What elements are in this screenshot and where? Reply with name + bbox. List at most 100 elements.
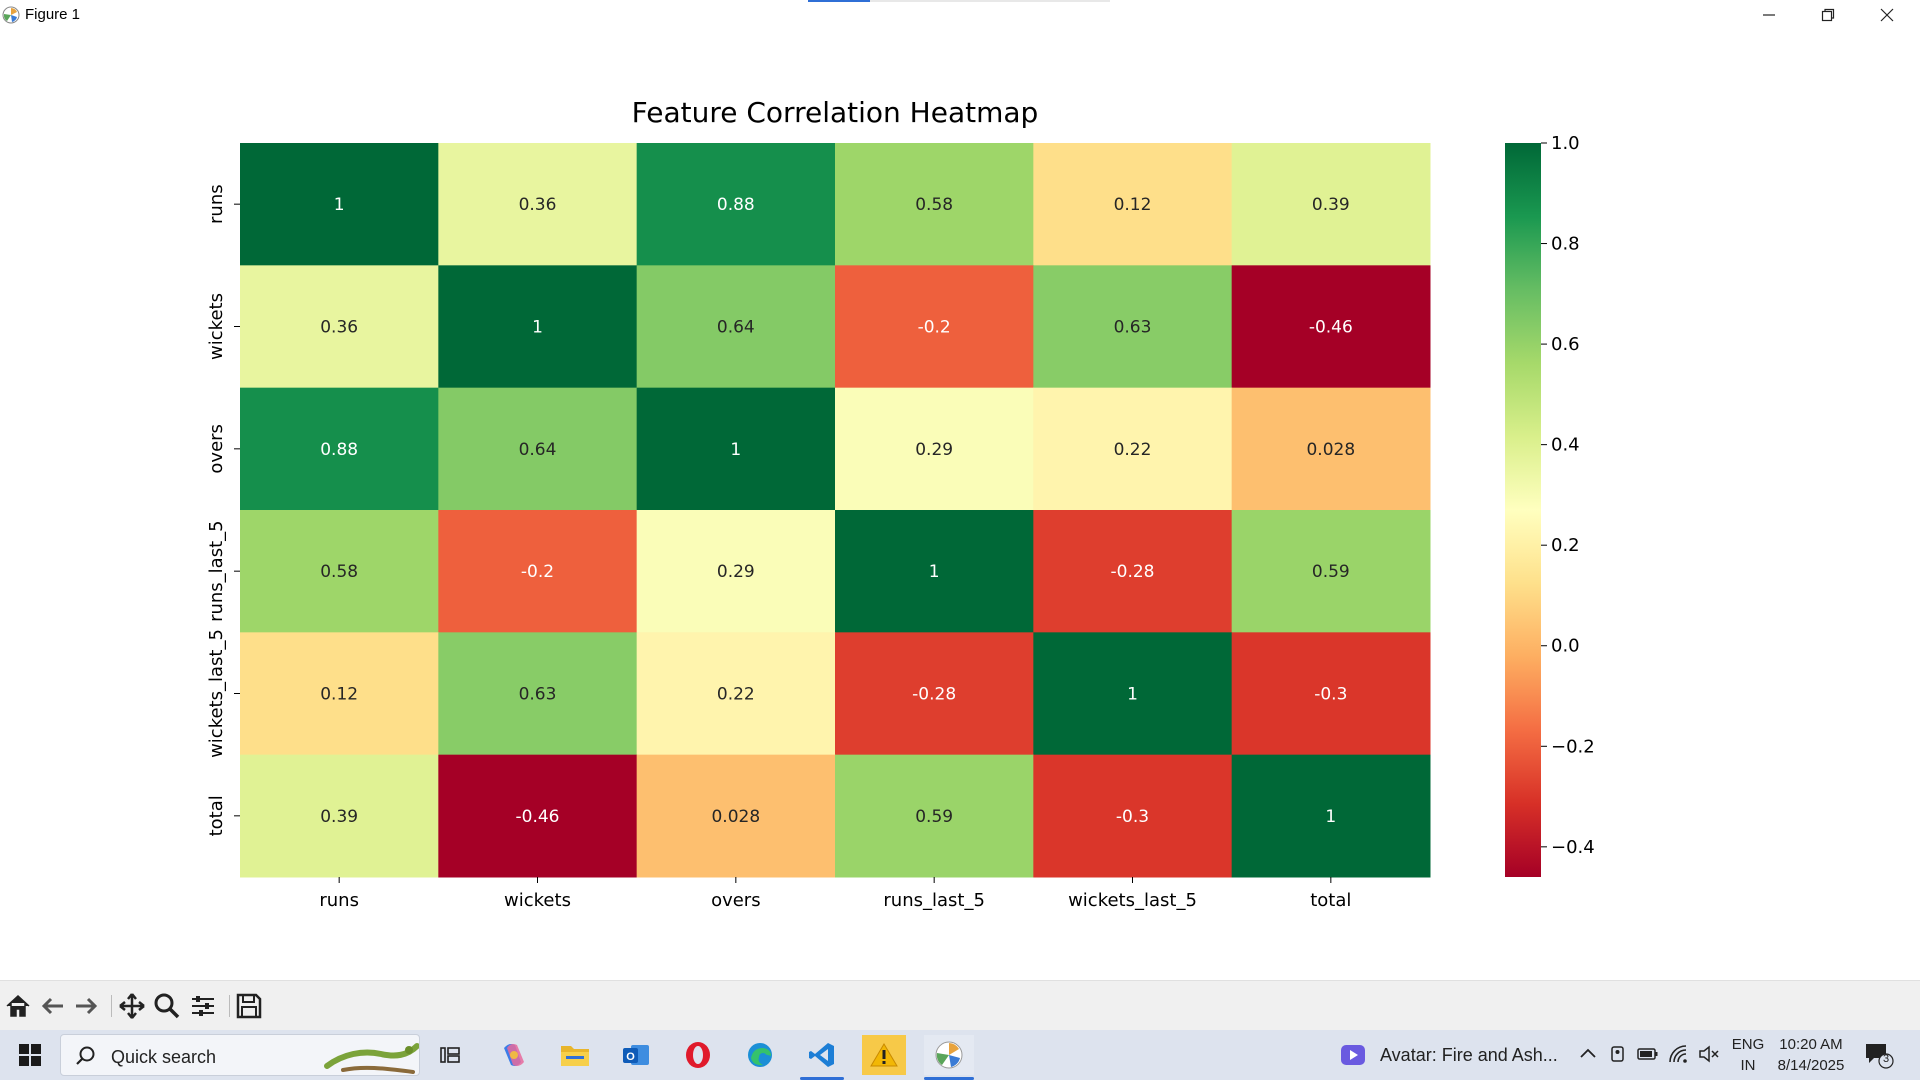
language-region[interactable]: IN — [1740, 1057, 1756, 1074]
search-placeholder: Quick search — [111, 1047, 217, 1067]
cell-value-label: 0.29 — [915, 440, 953, 460]
cell-value-label: 0.58 — [915, 195, 953, 215]
row-tick-label: wickets — [206, 293, 227, 360]
cell-value-label: 1 — [929, 562, 940, 582]
heatmap-cell — [1033, 387, 1233, 511]
heatmap-cell — [438, 632, 638, 756]
start-button[interactable] — [8, 1035, 52, 1075]
notifications-button[interactable]: 3 — [1864, 1042, 1894, 1074]
save-button[interactable] — [234, 991, 264, 1021]
column-tick-label: wickets — [504, 890, 571, 911]
heatmap-cell — [636, 387, 836, 511]
heatmap-cell — [1231, 143, 1431, 266]
heatmap-cell — [240, 265, 439, 389]
cell-value-label: 0.59 — [1312, 562, 1350, 582]
opera-icon — [686, 1042, 710, 1068]
close-button[interactable] — [1858, 0, 1916, 30]
search-icon — [76, 1046, 95, 1065]
row-tick-labels: runs wickets overs runs_last_5 wickets_last_… — [206, 184, 240, 836]
cell-value-label: 0.88 — [320, 440, 358, 460]
notification-icon — [1866, 1044, 1894, 1069]
chevron-up-icon — [1580, 1048, 1596, 1058]
heatmap-cell — [1231, 510, 1431, 633]
zoom-button[interactable] — [152, 991, 182, 1021]
warning-icon — [870, 1043, 898, 1067]
cell-value-label: -0.28 — [1111, 562, 1155, 582]
battery-indicator[interactable] — [1637, 1044, 1659, 1068]
lizard-search-highlight-icon — [324, 1043, 419, 1074]
vscode-running-indicator — [800, 1077, 844, 1080]
colorbar-tick-label: 0.0 — [1551, 636, 1580, 657]
camera-icon — [1611, 1046, 1624, 1062]
figure-canvas[interactable]: Feature Correlation Heatmap 1 0.36 0.88 0.5… — [0, 30, 1920, 980]
heatmap-cell — [1231, 265, 1431, 389]
heatmap-cell — [636, 632, 836, 756]
restore-button[interactable] — [1799, 0, 1857, 30]
video-play-icon — [1341, 1045, 1365, 1065]
speaker-muted-icon — [1699, 1045, 1719, 1063]
media-widget[interactable] — [1340, 1042, 1366, 1072]
edge-button[interactable] — [738, 1035, 782, 1075]
row-tick-label: overs — [206, 424, 227, 474]
cell-value-label: 0.028 — [1306, 440, 1355, 460]
active-tab-indicator — [808, 0, 870, 2]
column-tick-label: runs — [319, 890, 359, 911]
taskbar-search-box[interactable]: Quick search — [60, 1034, 420, 1076]
show-hidden-icons-button[interactable] — [1578, 1044, 1598, 1068]
outlook-icon: O — [623, 1045, 649, 1065]
minimize-button[interactable] — [1740, 0, 1798, 30]
network-indicator[interactable] — [1668, 1044, 1690, 1068]
heatmap-cell — [1033, 143, 1233, 266]
media-title[interactable]: Avatar: Fire and Ash... — [1380, 1045, 1558, 1065]
heatmap-cell — [1033, 754, 1233, 878]
cell-value-label: 0.64 — [717, 318, 755, 338]
forward-button[interactable] — [71, 991, 101, 1021]
matplotlib-figure-taskbar-button[interactable] — [924, 1035, 974, 1075]
copilot-icon — [504, 1044, 524, 1066]
file-explorer-button[interactable] — [553, 1035, 597, 1075]
heatmap-cell — [240, 632, 439, 756]
outlook-button[interactable]: O — [614, 1035, 658, 1075]
window-title: Figure 1 — [25, 6, 81, 23]
heatmap-cell — [835, 143, 1034, 266]
cell-value-label: -0.2 — [521, 562, 554, 582]
home-button[interactable] — [3, 991, 33, 1021]
meet-now-button[interactable] — [1608, 1044, 1628, 1068]
heatmap-cell — [835, 387, 1034, 511]
colorbar-gradient — [1505, 143, 1541, 877]
warning-app-button[interactable] — [862, 1035, 906, 1075]
language-indicator[interactable]: ENG — [1731, 1036, 1765, 1053]
notification-count: 3 — [1882, 1053, 1890, 1065]
opera-button[interactable] — [676, 1035, 720, 1075]
cell-value-label: 0.12 — [320, 685, 358, 705]
clock-time[interactable]: 10:20 AM — [1779, 1036, 1843, 1053]
cell-value-label: 0.22 — [717, 685, 755, 705]
cell-value-label: 0.59 — [915, 807, 953, 827]
heatmap-cell — [438, 510, 638, 633]
colorbar-tick-label: −0.4 — [1551, 837, 1595, 858]
cell-value-label: 0.88 — [717, 195, 755, 215]
vscode-button[interactable] — [800, 1035, 844, 1075]
pan-button[interactable] — [117, 991, 147, 1021]
clock-date[interactable]: 8/14/2025 — [1777, 1057, 1845, 1074]
volume-indicator[interactable] — [1698, 1044, 1720, 1068]
cell-value-label: 0.29 — [717, 562, 755, 582]
colorbar-tick-label: 0.8 — [1551, 234, 1580, 255]
cell-value-label: 0.64 — [519, 440, 557, 460]
cell-value-label: 1 — [532, 318, 543, 338]
back-arrow-icon — [41, 997, 63, 1015]
heatmap-cell — [1231, 387, 1431, 511]
configure-subplots-icon — [192, 996, 214, 1016]
cell-value-label: -0.28 — [912, 685, 956, 705]
zoom-icon — [154, 993, 180, 1019]
forward-arrow-icon — [76, 997, 98, 1015]
back-button[interactable] — [38, 991, 68, 1021]
cell-value-label: -0.2 — [918, 318, 951, 338]
configure-subplots-button[interactable] — [188, 991, 218, 1021]
heatmap-cell — [240, 754, 439, 878]
cell-value-label: 0.39 — [1312, 195, 1350, 215]
task-view-button[interactable] — [428, 1035, 472, 1075]
heatmap-cell — [835, 265, 1034, 389]
copilot-taskbar-button[interactable] — [492, 1035, 536, 1075]
figure-window: Figure 1 Feature Correlation Heatmap 1 0.… — [0, 0, 1920, 1030]
